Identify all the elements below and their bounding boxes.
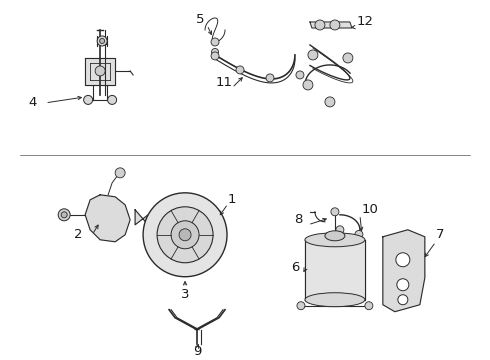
Circle shape bbox=[179, 229, 191, 241]
Circle shape bbox=[108, 95, 117, 104]
Text: 12: 12 bbox=[356, 15, 373, 28]
Circle shape bbox=[171, 221, 199, 249]
Text: 7: 7 bbox=[436, 228, 444, 241]
Circle shape bbox=[157, 207, 213, 263]
Circle shape bbox=[99, 39, 105, 44]
Polygon shape bbox=[85, 58, 115, 85]
Text: 4: 4 bbox=[28, 96, 36, 109]
Circle shape bbox=[397, 279, 409, 291]
Polygon shape bbox=[135, 208, 215, 230]
Circle shape bbox=[396, 253, 410, 267]
Polygon shape bbox=[383, 230, 425, 312]
Polygon shape bbox=[85, 195, 130, 242]
Circle shape bbox=[331, 208, 339, 216]
Circle shape bbox=[315, 20, 325, 30]
Circle shape bbox=[143, 193, 227, 277]
Text: 1: 1 bbox=[228, 193, 236, 206]
Circle shape bbox=[296, 71, 304, 79]
Circle shape bbox=[303, 80, 313, 90]
Circle shape bbox=[84, 95, 93, 104]
Circle shape bbox=[343, 53, 353, 63]
Circle shape bbox=[336, 226, 344, 234]
Text: 6: 6 bbox=[291, 261, 299, 274]
Circle shape bbox=[266, 74, 274, 82]
Circle shape bbox=[365, 302, 373, 310]
Ellipse shape bbox=[305, 293, 365, 307]
Circle shape bbox=[58, 209, 70, 221]
Circle shape bbox=[211, 52, 219, 60]
Circle shape bbox=[297, 302, 305, 310]
Text: 11: 11 bbox=[216, 76, 233, 89]
Text: 8: 8 bbox=[294, 213, 302, 226]
Circle shape bbox=[95, 66, 105, 76]
Polygon shape bbox=[305, 240, 365, 300]
Text: 2: 2 bbox=[74, 228, 82, 241]
Circle shape bbox=[212, 49, 219, 55]
Circle shape bbox=[355, 230, 363, 238]
Text: 5: 5 bbox=[196, 13, 204, 27]
Circle shape bbox=[330, 20, 340, 30]
Ellipse shape bbox=[305, 233, 365, 247]
Circle shape bbox=[97, 36, 107, 46]
Ellipse shape bbox=[325, 231, 345, 241]
Circle shape bbox=[398, 295, 408, 305]
Circle shape bbox=[236, 66, 244, 74]
Polygon shape bbox=[310, 22, 352, 28]
Circle shape bbox=[308, 50, 318, 60]
Text: 3: 3 bbox=[181, 288, 189, 301]
Circle shape bbox=[115, 168, 125, 178]
Circle shape bbox=[211, 38, 219, 46]
Circle shape bbox=[325, 97, 335, 107]
Text: 9: 9 bbox=[193, 345, 201, 358]
Text: 10: 10 bbox=[362, 203, 378, 216]
Circle shape bbox=[61, 212, 67, 218]
